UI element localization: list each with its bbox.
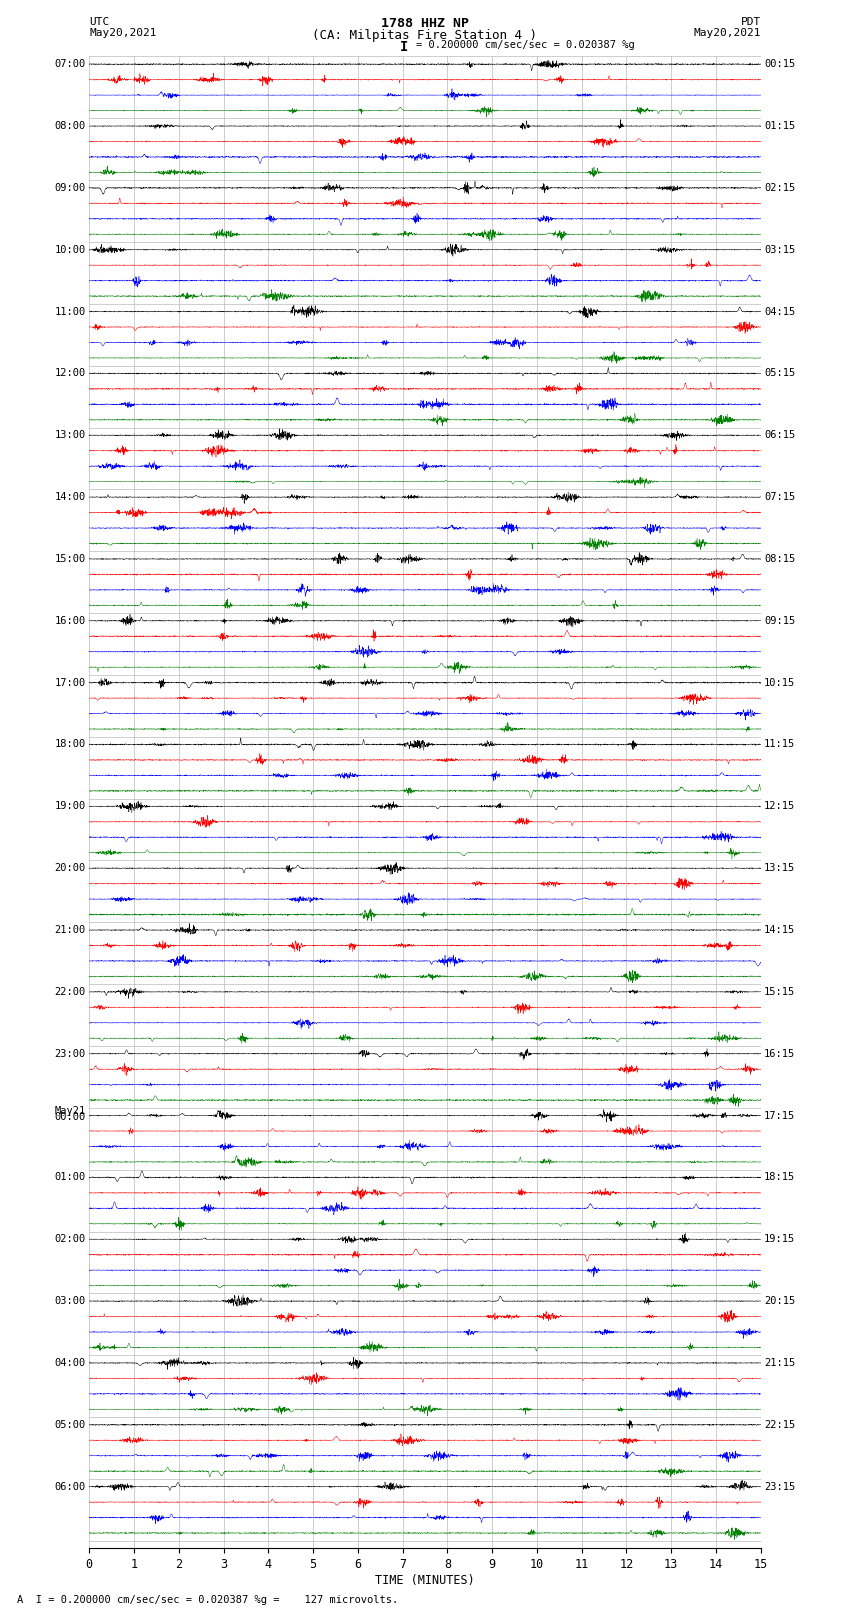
Text: 18:00: 18:00 xyxy=(54,739,86,750)
Text: 14:15: 14:15 xyxy=(764,924,796,936)
Text: 10:00: 10:00 xyxy=(54,245,86,255)
Text: 04:00: 04:00 xyxy=(54,1358,86,1368)
Text: 06:00: 06:00 xyxy=(54,1482,86,1492)
Text: 11:15: 11:15 xyxy=(764,739,796,750)
Text: 08:15: 08:15 xyxy=(764,553,796,565)
Text: 15:00: 15:00 xyxy=(54,553,86,565)
Text: 09:00: 09:00 xyxy=(54,182,86,194)
Text: 05:00: 05:00 xyxy=(54,1419,86,1429)
Text: 22:00: 22:00 xyxy=(54,987,86,997)
Text: 20:00: 20:00 xyxy=(54,863,86,873)
Text: May20,2021: May20,2021 xyxy=(694,29,761,39)
Text: 23:15: 23:15 xyxy=(764,1482,796,1492)
Text: = 0.200000 cm/sec/sec = 0.020387 %g: = 0.200000 cm/sec/sec = 0.020387 %g xyxy=(416,39,635,50)
Text: 01:00: 01:00 xyxy=(54,1173,86,1182)
Text: 22:15: 22:15 xyxy=(764,1419,796,1429)
Text: 00:15: 00:15 xyxy=(764,60,796,69)
Text: 02:00: 02:00 xyxy=(54,1234,86,1244)
Text: 13:00: 13:00 xyxy=(54,431,86,440)
Text: 21:00: 21:00 xyxy=(54,924,86,936)
Text: 07:15: 07:15 xyxy=(764,492,796,502)
Text: 1788 HHZ NP: 1788 HHZ NP xyxy=(381,18,469,31)
Text: 19:00: 19:00 xyxy=(54,802,86,811)
Text: 16:00: 16:00 xyxy=(54,616,86,626)
Text: 19:15: 19:15 xyxy=(764,1234,796,1244)
Text: 17:00: 17:00 xyxy=(54,677,86,687)
Text: 03:00: 03:00 xyxy=(54,1297,86,1307)
Text: 05:15: 05:15 xyxy=(764,368,796,379)
Text: 10:15: 10:15 xyxy=(764,677,796,687)
Text: UTC: UTC xyxy=(89,18,110,27)
Text: PDT: PDT xyxy=(740,18,761,27)
Text: 01:15: 01:15 xyxy=(764,121,796,131)
Text: 20:15: 20:15 xyxy=(764,1297,796,1307)
Text: 08:00: 08:00 xyxy=(54,121,86,131)
X-axis label: TIME (MINUTES): TIME (MINUTES) xyxy=(375,1574,475,1587)
Text: 04:15: 04:15 xyxy=(764,306,796,316)
Text: 15:15: 15:15 xyxy=(764,987,796,997)
Text: 16:15: 16:15 xyxy=(764,1048,796,1058)
Text: A  I = 0.200000 cm/sec/sec = 0.020387 %g =    127 microvolts.: A I = 0.200000 cm/sec/sec = 0.020387 %g … xyxy=(17,1595,399,1605)
Text: 00:00: 00:00 xyxy=(54,1111,86,1123)
Text: May21: May21 xyxy=(54,1107,86,1116)
Text: May20,2021: May20,2021 xyxy=(89,29,156,39)
Text: 07:00: 07:00 xyxy=(54,60,86,69)
Text: 02:15: 02:15 xyxy=(764,182,796,194)
Text: I: I xyxy=(400,39,408,53)
Text: 14:00: 14:00 xyxy=(54,492,86,502)
Text: 09:15: 09:15 xyxy=(764,616,796,626)
Text: 11:00: 11:00 xyxy=(54,306,86,316)
Text: 12:15: 12:15 xyxy=(764,802,796,811)
Text: 12:00: 12:00 xyxy=(54,368,86,379)
Text: (CA: Milpitas Fire Station 4 ): (CA: Milpitas Fire Station 4 ) xyxy=(313,29,537,42)
Text: 21:15: 21:15 xyxy=(764,1358,796,1368)
Text: 17:15: 17:15 xyxy=(764,1111,796,1121)
Text: 06:15: 06:15 xyxy=(764,431,796,440)
Text: 13:15: 13:15 xyxy=(764,863,796,873)
Text: 03:15: 03:15 xyxy=(764,245,796,255)
Text: 23:00: 23:00 xyxy=(54,1048,86,1058)
Text: 18:15: 18:15 xyxy=(764,1173,796,1182)
